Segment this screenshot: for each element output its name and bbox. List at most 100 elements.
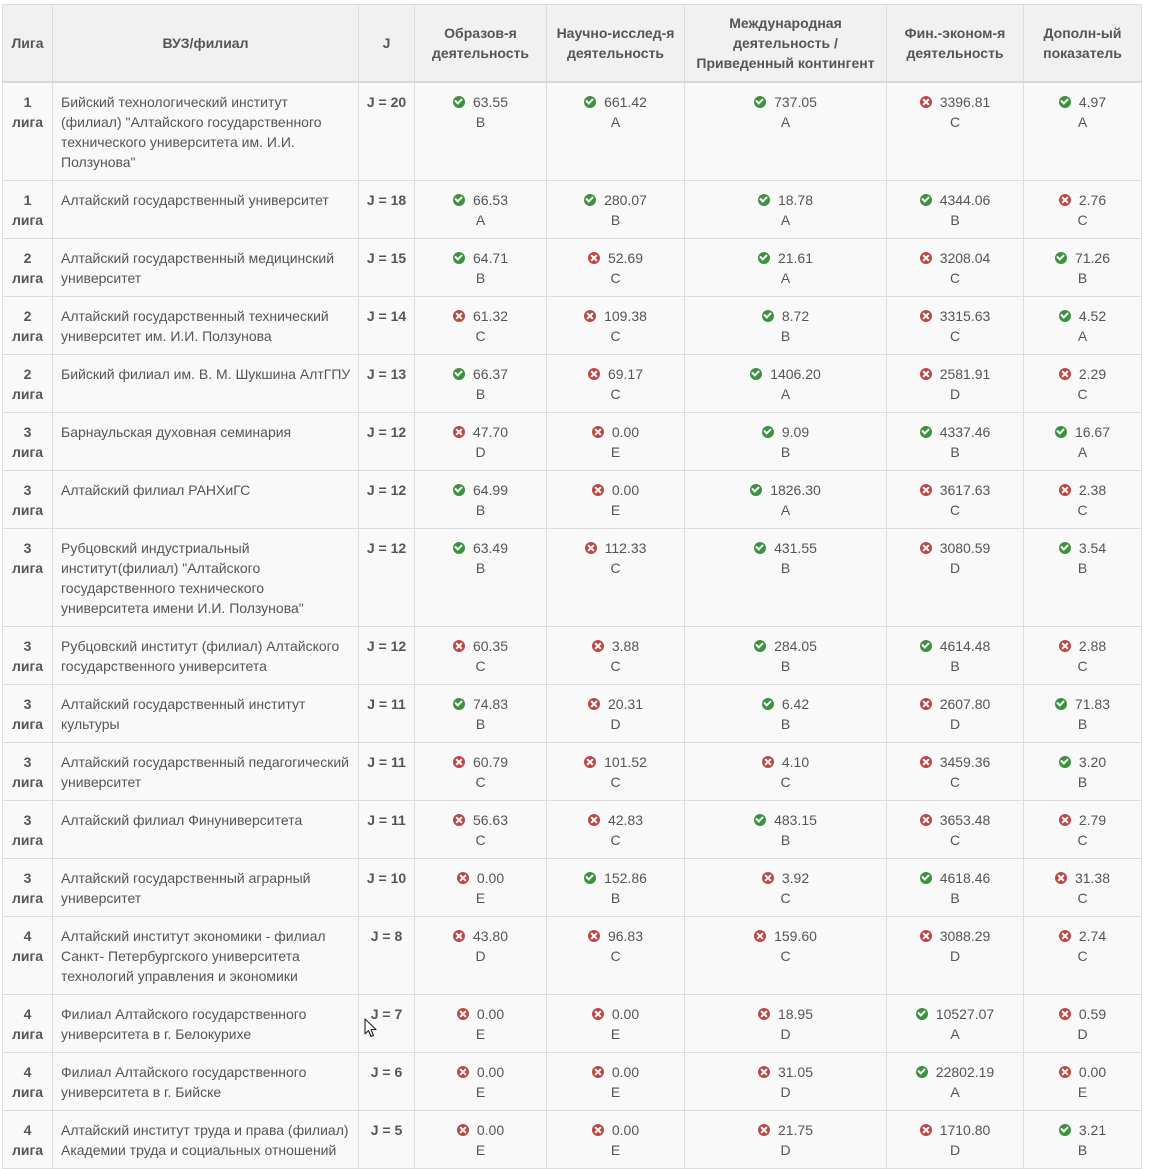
metric-grade: C xyxy=(475,658,486,674)
metric-grade: D xyxy=(780,1084,791,1100)
cross-circle-icon xyxy=(1054,872,1067,884)
metric-value: 0.00 xyxy=(611,1006,640,1022)
header-education[interactable]: Образов-я деятельность xyxy=(414,4,547,83)
metric-value: 4337.46 xyxy=(939,424,991,440)
metric-grade: E xyxy=(610,1026,621,1042)
cross-circle-icon xyxy=(452,756,465,768)
header-international[interactable]: Международная деятельность / Приведенный… xyxy=(684,4,887,83)
metric-grade: B xyxy=(950,212,960,228)
university-name: Барнаульская духовная семинария xyxy=(52,412,359,471)
metric-value: 3459.36 xyxy=(939,754,991,770)
cross-circle-icon xyxy=(452,310,465,322)
metric-international: 1826.30 A xyxy=(684,470,887,529)
check-circle-icon xyxy=(757,252,770,264)
cross-circle-icon xyxy=(757,1124,770,1136)
metric-research: 3.88 C xyxy=(546,626,685,685)
j-score: J = 12 xyxy=(358,626,415,685)
check-circle-icon xyxy=(452,484,465,496)
metric-grade: C xyxy=(949,502,961,518)
metric-value: 101.52 xyxy=(604,754,647,770)
metric-grade: B xyxy=(780,658,791,674)
metric-grade: B xyxy=(1077,560,1088,576)
check-circle-icon xyxy=(919,872,932,884)
check-circle-icon xyxy=(757,194,770,206)
metric-value: 0.00 xyxy=(476,1064,505,1080)
table-row: 3 лига Алтайский филиал Финуниверситета J … xyxy=(2,800,1142,859)
league-cell: 3 лига xyxy=(2,742,53,801)
metric-grade: A xyxy=(780,114,791,130)
metric-additional: 2.29 C xyxy=(1023,354,1142,413)
metric-grade: C xyxy=(949,328,961,344)
metric-value: 0.00 xyxy=(1078,1064,1107,1080)
header-finance[interactable]: Фин.-эконом-я деятельность xyxy=(886,4,1024,83)
table-row: 3 лига Рубцовский институт (филиал) Алтай… xyxy=(2,626,1142,685)
header-league[interactable]: Лига xyxy=(2,4,53,83)
metric-value: 1826.30 xyxy=(770,482,821,498)
header-j[interactable]: J xyxy=(358,4,415,83)
metric-education: 60.35 C xyxy=(414,626,547,685)
metric-value: 0.00 xyxy=(611,482,640,498)
metric-education: 61.32 C xyxy=(414,296,547,355)
metric-grade: C xyxy=(1077,386,1088,402)
header-research[interactable]: Научно-исслед-я деятельность xyxy=(546,4,685,83)
metric-grade: B xyxy=(1077,270,1088,286)
cross-circle-icon xyxy=(591,1066,604,1078)
metric-finance: 3315.63 C xyxy=(886,296,1024,355)
header-additional[interactable]: Дополн-ый показатель xyxy=(1023,4,1142,83)
metric-grade: B xyxy=(950,890,960,906)
metric-grade: D xyxy=(475,948,486,964)
metric-grade: E xyxy=(475,890,486,906)
metric-international: 21.61 A xyxy=(684,238,887,297)
metric-grade: E xyxy=(475,1026,486,1042)
metric-value: 2.29 xyxy=(1078,366,1107,382)
table-row: 4 лига Алтайский институт экономики - фил… xyxy=(2,916,1142,995)
metric-grade: C xyxy=(780,774,791,790)
cross-circle-icon xyxy=(587,698,600,710)
metric-value: 60.79 xyxy=(472,754,509,770)
metric-grade: C xyxy=(1077,212,1088,228)
university-name: Алтайский государственный медицинский ун… xyxy=(52,238,359,297)
metric-finance: 3459.36 C xyxy=(886,742,1024,801)
metric-finance: 10527.07 A xyxy=(886,994,1024,1053)
cross-circle-icon xyxy=(591,1008,604,1020)
metric-grade: A xyxy=(1077,444,1088,460)
metric-value: 2.38 xyxy=(1078,482,1107,498)
metric-additional: 3.54 B xyxy=(1023,528,1142,627)
league-cell: 4 лига xyxy=(2,994,53,1053)
metric-value: 18.78 xyxy=(777,192,814,208)
metric-value: 9.09 xyxy=(781,424,810,440)
cross-circle-icon xyxy=(1058,814,1071,826)
metric-value: 159.60 xyxy=(774,928,817,944)
header-university[interactable]: ВУЗ/филиал xyxy=(52,4,359,83)
metric-grade: B xyxy=(1077,716,1088,732)
cross-circle-icon xyxy=(1058,368,1071,380)
metric-value: 3315.63 xyxy=(939,308,991,324)
metric-value: 20.31 xyxy=(607,696,644,712)
metric-additional: 4.97 A xyxy=(1023,81,1142,181)
metric-grade: B xyxy=(950,658,960,674)
cross-circle-icon xyxy=(1058,930,1071,942)
metric-international: 431.55 B xyxy=(684,528,887,627)
metric-grade: C xyxy=(1077,658,1088,674)
university-name: Алтайский государственный аграрный униве… xyxy=(52,858,359,917)
metric-grade: B xyxy=(610,212,621,228)
metric-grade: C xyxy=(1077,890,1088,906)
metric-education: 0.00 E xyxy=(414,1110,547,1169)
metric-additional: 31.38 C xyxy=(1023,858,1142,917)
j-score: J = 10 xyxy=(358,858,415,917)
metric-grade: E xyxy=(610,1084,621,1100)
metric-value: 52.69 xyxy=(607,250,644,266)
university-name: Алтайский государственный университет xyxy=(52,180,359,239)
metric-value: 64.99 xyxy=(472,482,509,498)
metric-grade: A xyxy=(780,212,791,228)
metric-additional: 71.83 B xyxy=(1023,684,1142,743)
metric-grade: C xyxy=(475,832,486,848)
metric-grade: E xyxy=(475,1084,486,1100)
metric-grade: C xyxy=(610,948,621,964)
table-row: 2 лига Алтайский государственный медицинс… xyxy=(2,238,1142,297)
metric-international: 159.60 C xyxy=(684,916,887,995)
metric-value: 18.95 xyxy=(777,1006,814,1022)
metric-finance: 4614.48 B xyxy=(886,626,1024,685)
league-cell: 3 лига xyxy=(2,412,53,471)
j-score: J = 12 xyxy=(358,470,415,529)
